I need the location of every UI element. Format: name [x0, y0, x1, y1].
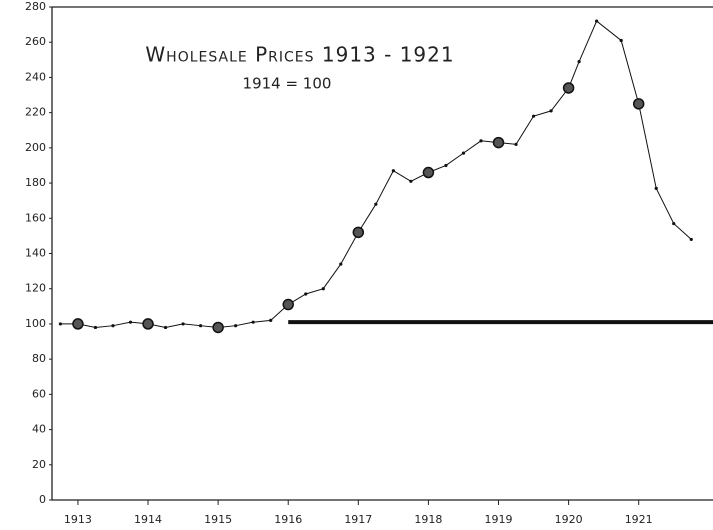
- x-tick-label: 1919: [485, 513, 513, 526]
- point: [444, 163, 448, 168]
- point: [93, 325, 98, 330]
- y-tick-label: 0: [39, 493, 46, 506]
- y-tick-label: 240: [25, 70, 46, 83]
- year-marker: [422, 166, 435, 179]
- year-marker: [492, 136, 505, 149]
- point: [672, 221, 676, 226]
- point: [339, 262, 343, 266]
- year-marker: [72, 318, 84, 330]
- point: [654, 186, 658, 190]
- point: [391, 169, 395, 173]
- year-marker: [632, 98, 645, 110]
- year-marker: [142, 318, 154, 330]
- x-tick-label: 1915: [204, 513, 232, 526]
- point: [58, 322, 63, 326]
- y-tick-label: 20: [32, 458, 46, 471]
- point: [689, 237, 693, 242]
- x-tick-label: 1920: [555, 513, 583, 526]
- y-tick-label: 280: [25, 0, 46, 13]
- point: [531, 114, 536, 118]
- year-marker: [282, 298, 294, 311]
- point: [321, 287, 325, 291]
- x-tick-label: 1914: [134, 513, 162, 526]
- x-tick-label: 1913: [64, 513, 92, 526]
- point: [577, 59, 581, 64]
- x-tick-label: 1917: [344, 513, 372, 526]
- point: [461, 151, 466, 155]
- point: [549, 109, 553, 113]
- point: [619, 38, 623, 43]
- x-tick-label: 1916: [274, 513, 302, 526]
- point: [409, 179, 413, 183]
- point: [374, 202, 378, 206]
- y-tick-label: 260: [25, 35, 46, 48]
- point: [269, 318, 273, 323]
- point: [479, 139, 483, 143]
- y-tick-label: 180: [25, 176, 46, 189]
- point: [163, 325, 168, 330]
- year-marker: [212, 321, 224, 334]
- y-tick-label: 220: [25, 106, 46, 119]
- point: [514, 142, 518, 146]
- chart-title: Wholesale Prices 1913 - 1921: [145, 43, 454, 67]
- year-marker: [562, 82, 575, 94]
- x-tick-label: 1921: [625, 513, 653, 526]
- price-line: [60, 20, 692, 328]
- y-tick-label: 60: [32, 387, 46, 400]
- point: [251, 320, 255, 324]
- y-tick-label: 140: [25, 247, 46, 260]
- chart-subtitle: 1914 = 100: [243, 75, 332, 93]
- point: [128, 320, 133, 324]
- point: [234, 324, 238, 328]
- point: [111, 324, 115, 328]
- y-tick-label: 80: [32, 352, 46, 365]
- y-tick-label: 100: [25, 317, 46, 330]
- year-marker: [352, 226, 365, 239]
- point: [181, 322, 185, 326]
- y-tick-label: 40: [32, 423, 46, 436]
- x-tick-label: 1918: [414, 513, 442, 526]
- point: [595, 19, 599, 23]
- y-tick-label: 120: [25, 282, 46, 295]
- point: [304, 292, 308, 296]
- y-tick-label: 160: [25, 211, 46, 224]
- y-tick-label: 200: [25, 141, 46, 154]
- point: [199, 324, 203, 328]
